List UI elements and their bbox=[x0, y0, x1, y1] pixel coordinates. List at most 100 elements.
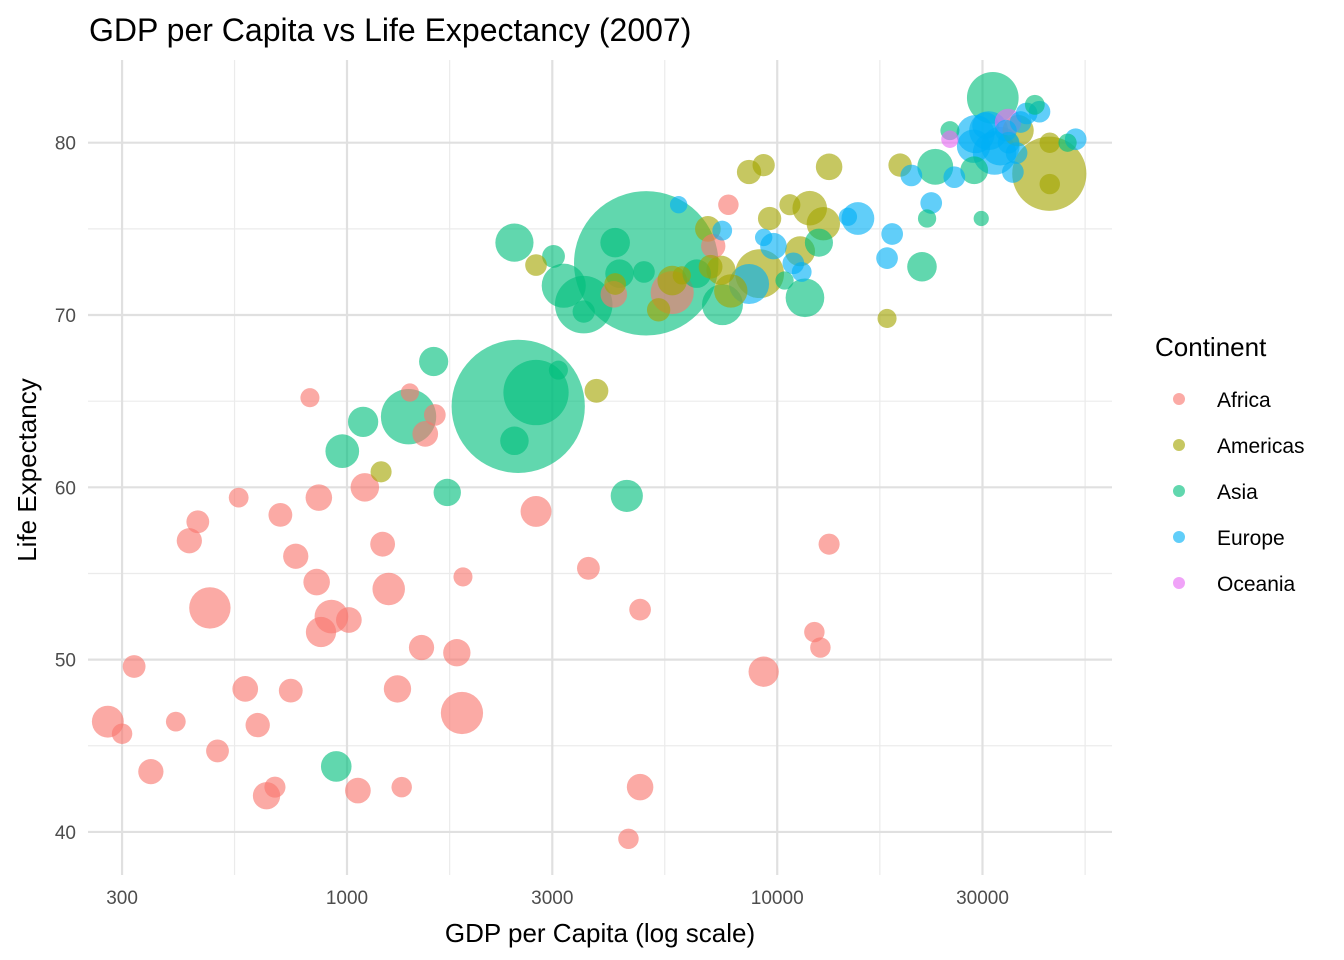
data-point-africa bbox=[576, 556, 600, 580]
data-point-asia bbox=[542, 245, 565, 268]
data-point-europe bbox=[881, 223, 904, 245]
data-point-asia bbox=[610, 479, 643, 513]
data-point-africa bbox=[804, 621, 825, 643]
data-point-africa bbox=[440, 691, 484, 735]
data-point-asia bbox=[973, 210, 989, 227]
data-point-americas bbox=[1012, 136, 1087, 211]
x-tick-label: 3000 bbox=[531, 888, 573, 909]
data-point-oceania bbox=[941, 130, 959, 148]
data-point-asia bbox=[495, 223, 534, 262]
data-point-asia bbox=[419, 346, 449, 377]
data-point-asia bbox=[500, 426, 529, 456]
data-point-africa bbox=[206, 739, 229, 763]
data-point-africa bbox=[189, 587, 231, 629]
data-point-asia bbox=[633, 261, 655, 283]
data-point-europe bbox=[669, 196, 688, 214]
data-point-asia bbox=[572, 300, 595, 323]
data-point-africa bbox=[300, 388, 320, 408]
data-point-asia bbox=[600, 227, 630, 258]
data-point-asia bbox=[785, 278, 825, 318]
data-point-asia bbox=[325, 434, 360, 468]
data-point-americas bbox=[370, 461, 392, 483]
data-point-europe bbox=[900, 164, 923, 187]
y-tick-label: 70 bbox=[55, 306, 76, 327]
data-point-africa bbox=[122, 655, 146, 678]
data-point-africa bbox=[245, 712, 270, 738]
data-point-asia bbox=[320, 751, 352, 782]
legend-key-europe bbox=[1173, 531, 1185, 543]
data-point-africa bbox=[186, 510, 210, 534]
data-point-americas bbox=[779, 194, 801, 216]
data-point-americas bbox=[757, 206, 782, 231]
legend-key-africa bbox=[1173, 393, 1185, 405]
x-tick-label: 300 bbox=[106, 888, 138, 909]
data-point-europe bbox=[1002, 161, 1024, 183]
y-tick-label: 80 bbox=[55, 134, 76, 155]
y-tick-label: 50 bbox=[55, 651, 76, 672]
chart-title: GDP per Capita vs Life Expectancy (2007) bbox=[89, 12, 691, 48]
data-point-europe bbox=[920, 192, 943, 214]
data-point-europe bbox=[712, 220, 733, 241]
data-point-africa bbox=[383, 675, 412, 703]
data-point-americas bbox=[698, 254, 723, 279]
data-point-africa bbox=[810, 637, 831, 658]
data-point-europe bbox=[972, 112, 999, 139]
data-point-africa bbox=[176, 528, 202, 554]
x-tick-label: 1000 bbox=[326, 888, 368, 909]
data-point-americas bbox=[752, 153, 775, 177]
data-point-asia bbox=[347, 406, 379, 437]
data-point-africa bbox=[412, 421, 439, 447]
data-point-asia bbox=[1058, 133, 1077, 152]
y-tick-label: 60 bbox=[55, 478, 76, 499]
legend-label-oceania: Oceania bbox=[1217, 573, 1296, 596]
data-point-africa bbox=[268, 502, 293, 527]
data-point-americas bbox=[584, 378, 609, 403]
x-tick-label: 10000 bbox=[751, 888, 804, 909]
data-point-africa bbox=[408, 634, 435, 661]
data-point-europe bbox=[838, 207, 858, 226]
data-point-asia bbox=[548, 360, 568, 380]
legend-label-europe: Europe bbox=[1217, 527, 1285, 550]
data-point-asia bbox=[960, 156, 989, 185]
data-point-africa bbox=[305, 616, 337, 648]
data-point-africa bbox=[629, 598, 651, 621]
y-axis-title: Life Expectancy bbox=[12, 378, 42, 562]
data-point-africa bbox=[350, 473, 380, 502]
legend: Continent Africa Americas Asia Europe Oceani… bbox=[1155, 332, 1305, 596]
data-point-americas bbox=[525, 254, 547, 276]
data-point-africa bbox=[626, 773, 654, 801]
data-point-africa bbox=[520, 495, 552, 527]
legend-key-oceania bbox=[1173, 577, 1185, 589]
data-point-americas bbox=[1039, 132, 1060, 153]
data-point-europe bbox=[943, 166, 966, 189]
data-point-africa bbox=[423, 404, 446, 426]
data-point-africa bbox=[303, 568, 330, 596]
data-point-africa bbox=[718, 194, 739, 215]
data-point-europe bbox=[754, 228, 773, 247]
legend-label-asia: Asia bbox=[1217, 481, 1258, 504]
data-point-asia bbox=[804, 228, 833, 257]
data-point-asia bbox=[541, 263, 586, 308]
data-point-americas bbox=[877, 308, 897, 328]
data-point-africa bbox=[228, 487, 249, 508]
data-point-africa bbox=[372, 572, 405, 606]
legend-key-asia bbox=[1173, 485, 1185, 497]
data-point-europe bbox=[876, 247, 898, 270]
data-points bbox=[91, 72, 1087, 850]
data-point-africa bbox=[232, 676, 259, 702]
data-point-asia bbox=[433, 478, 461, 507]
data-point-africa bbox=[345, 777, 371, 804]
data-point-americas bbox=[646, 298, 671, 322]
data-point-asia bbox=[1024, 94, 1045, 115]
x-tick-label: 30000 bbox=[956, 888, 1009, 909]
data-point-asia bbox=[907, 251, 937, 282]
data-point-africa bbox=[283, 543, 309, 569]
data-point-americas bbox=[672, 266, 691, 285]
data-point-africa bbox=[336, 607, 362, 633]
legend-title: Continent bbox=[1155, 332, 1267, 362]
data-point-asia bbox=[917, 209, 937, 228]
data-point-europe bbox=[791, 262, 812, 282]
data-point-africa bbox=[264, 776, 286, 798]
legend-key-americas bbox=[1173, 439, 1185, 451]
